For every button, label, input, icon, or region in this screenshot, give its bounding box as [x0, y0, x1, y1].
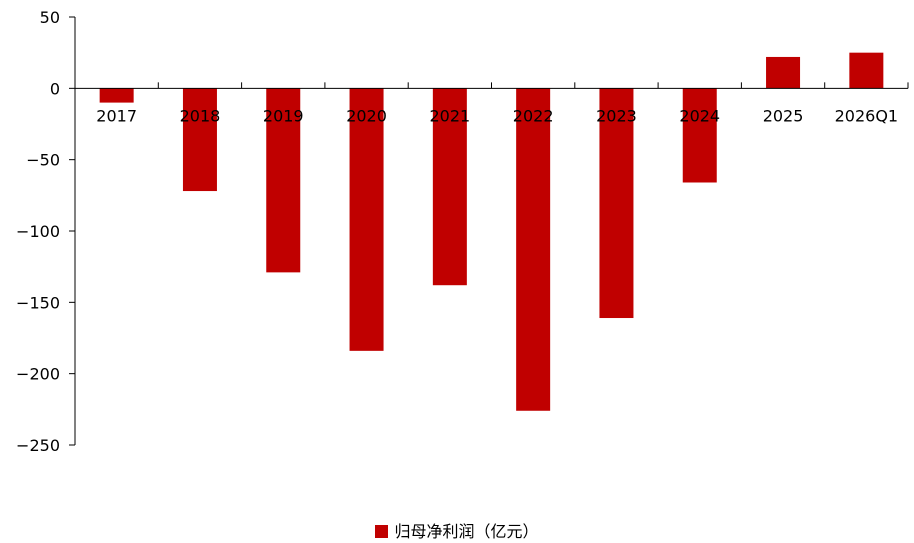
bar-2022 — [516, 88, 551, 411]
x-tick-label: 2018 — [180, 106, 221, 125]
y-tick-label: 0 — [50, 79, 60, 98]
bar-2023 — [599, 88, 634, 319]
bar-2019 — [266, 88, 301, 273]
legend-swatch — [375, 525, 389, 538]
bar-2024 — [682, 88, 717, 183]
x-tick-label: 2024 — [679, 106, 720, 125]
y-tick-label: −50 — [26, 151, 60, 170]
y-axis: 50 0 −50 −100 −150 −200 −250 — [16, 8, 76, 455]
bar-2025 — [766, 56, 801, 89]
y-tick-label: −200 — [16, 365, 60, 384]
y-tick-label: −250 — [16, 436, 60, 455]
bars — [99, 52, 884, 411]
x-tick-labels: 2017 2018 2019 2020 2021 2022 2023 2024 2025 2026… — [96, 106, 898, 125]
bar-2020 — [349, 88, 384, 351]
x-tick-label: 2020 — [346, 106, 387, 125]
x-tick-label: 2023 — [596, 106, 637, 125]
bar-2018 — [182, 88, 217, 192]
y-tick-label: −100 — [16, 222, 60, 241]
x-axis — [74, 82, 909, 89]
bar-2026Q1 — [849, 52, 884, 89]
legend: 归母净利润（亿元） — [0, 518, 914, 542]
y-tick-label: −150 — [16, 293, 60, 312]
bar-2021 — [432, 88, 467, 286]
legend-label: 归母净利润（亿元） — [394, 522, 539, 541]
x-tick-label: 2025 — [763, 106, 804, 125]
x-tick-label: 2019 — [263, 106, 304, 125]
x-tick-label: 2026Q1 — [835, 106, 899, 125]
x-tick-label: 2022 — [513, 106, 554, 125]
y-tick-label: 50 — [40, 8, 60, 27]
x-tick-label: 2021 — [429, 106, 470, 125]
bar-2017 — [99, 88, 134, 103]
x-tick-label: 2017 — [96, 106, 137, 125]
